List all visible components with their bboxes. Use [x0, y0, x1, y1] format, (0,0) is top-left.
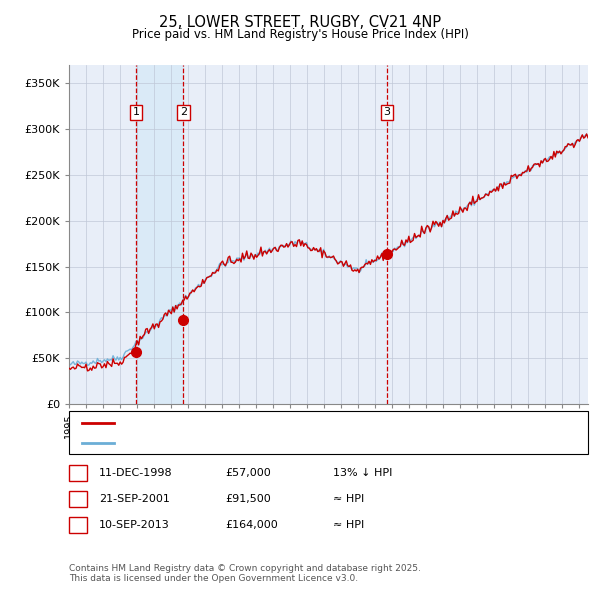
- Text: 11-DEC-1998: 11-DEC-1998: [99, 468, 173, 478]
- Text: £164,000: £164,000: [225, 520, 278, 530]
- Text: HPI: Average price, semi-detached house, Rugby: HPI: Average price, semi-detached house,…: [121, 438, 376, 448]
- Text: 3: 3: [383, 107, 391, 117]
- Text: 13% ↓ HPI: 13% ↓ HPI: [333, 468, 392, 478]
- Text: 3: 3: [74, 520, 82, 530]
- Text: ≈ HPI: ≈ HPI: [333, 494, 364, 504]
- Text: Contains HM Land Registry data © Crown copyright and database right 2025.
This d: Contains HM Land Registry data © Crown c…: [69, 563, 421, 583]
- Text: 1: 1: [74, 468, 82, 478]
- Text: 2: 2: [74, 494, 82, 504]
- Text: 21-SEP-2001: 21-SEP-2001: [99, 494, 170, 504]
- Text: ≈ HPI: ≈ HPI: [333, 520, 364, 530]
- Text: £91,500: £91,500: [225, 494, 271, 504]
- Text: Price paid vs. HM Land Registry's House Price Index (HPI): Price paid vs. HM Land Registry's House …: [131, 28, 469, 41]
- Text: 1: 1: [133, 107, 140, 117]
- Text: 10-SEP-2013: 10-SEP-2013: [99, 520, 170, 530]
- Text: 2: 2: [180, 107, 187, 117]
- Text: 25, LOWER STREET, RUGBY, CV21 4NP: 25, LOWER STREET, RUGBY, CV21 4NP: [159, 15, 441, 30]
- Bar: [136, 65, 184, 404]
- Text: 25, LOWER STREET, RUGBY, CV21 4NP (semi-detached house): 25, LOWER STREET, RUGBY, CV21 4NP (semi-…: [121, 418, 445, 428]
- Text: £57,000: £57,000: [225, 468, 271, 478]
